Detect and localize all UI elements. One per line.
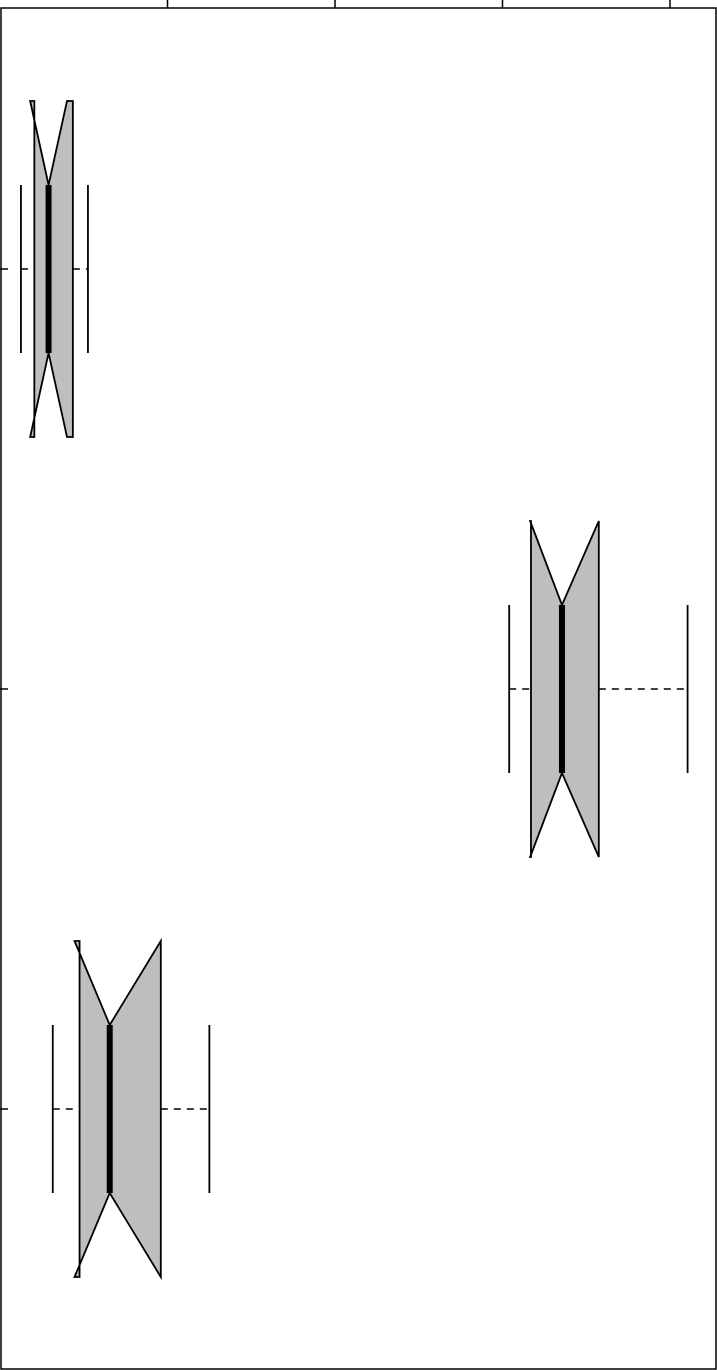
box-0 bbox=[20, 100, 89, 438]
box-layer bbox=[20, 100, 689, 1281]
box-2 bbox=[51, 937, 211, 1281]
box-1 bbox=[508, 520, 689, 858]
notched-box-2 bbox=[73, 937, 162, 1281]
axis-layer bbox=[0, 0, 671, 1110]
